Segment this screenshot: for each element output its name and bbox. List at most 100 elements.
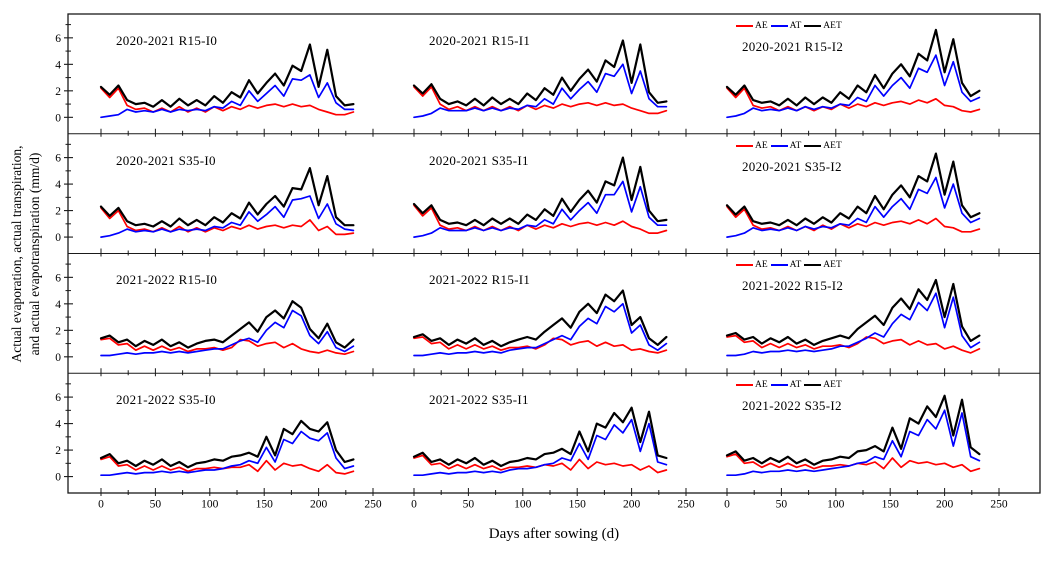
aet-line <box>412 156 668 227</box>
ae-line <box>413 204 668 234</box>
y-axis-title-line1: Actual evaporation, actual transpiration… <box>9 145 24 363</box>
legend-item-aet: AET <box>804 260 842 270</box>
svg-text:250: 250 <box>364 499 382 511</box>
legend-item-at: AT <box>770 141 802 151</box>
svg-text:200: 200 <box>623 499 641 511</box>
aet-line <box>99 300 355 349</box>
aet-line-swatch <box>804 24 822 28</box>
aet-line-swatch <box>804 144 822 148</box>
legend-label-aet: AET <box>823 141 842 151</box>
aet-line <box>725 152 981 227</box>
legend-label-aet: AET <box>823 21 842 31</box>
svg-text:0: 0 <box>98 499 104 511</box>
ae-line <box>726 87 981 113</box>
legend-label-at: AT <box>789 141 802 151</box>
legend-label-aet: AET <box>823 260 842 270</box>
at-line <box>100 74 355 119</box>
legend-item-at: AT <box>770 21 801 31</box>
svg-text:250: 250 <box>677 499 695 511</box>
legend-label-ae: AE <box>755 141 768 151</box>
svg-text:200: 200 <box>310 499 328 511</box>
at-line-swatch <box>770 263 788 267</box>
legend-item-ae: AE <box>736 260 768 270</box>
panel-label: 2021-2022 S35-I1 <box>429 392 529 407</box>
svg-text:6: 6 <box>55 272 61 284</box>
svg-text:150: 150 <box>569 499 587 511</box>
panel-label: 2020-2021 R15-I0 <box>116 33 218 48</box>
ae-line <box>726 205 981 233</box>
at-line-swatch <box>770 24 788 28</box>
svg-text:2: 2 <box>55 325 61 337</box>
ae-line-swatch <box>736 24 753 28</box>
svg-text:250: 250 <box>990 499 1008 511</box>
panel-r0-c2-series <box>725 28 981 119</box>
svg-text:0: 0 <box>55 112 61 124</box>
panel-r0-c1-series <box>412 39 668 119</box>
aet-line-swatch <box>804 263 822 267</box>
legend-label-ae: AE <box>755 380 768 390</box>
panel-label: 2021-2022 S35-I2 <box>742 398 842 413</box>
at-line <box>726 292 981 357</box>
svg-text:0: 0 <box>411 499 417 511</box>
legend: AE AT AET <box>736 21 842 31</box>
panel-r2-c0-series <box>99 300 355 357</box>
aet-line <box>99 43 355 108</box>
svg-text:2: 2 <box>55 445 61 457</box>
aet-line <box>412 406 668 468</box>
aet-line <box>412 289 668 348</box>
legend-label-ae: AE <box>755 21 768 31</box>
panel-r3-c1-series <box>412 406 668 477</box>
row-separators <box>68 133 1040 374</box>
legend: AE AT AET <box>736 260 842 270</box>
panel-label: 2020-2021 R15-I1 <box>429 33 531 48</box>
svg-text:50: 50 <box>150 499 162 511</box>
x-axis-title: Days after sowing (d) <box>488 526 620 542</box>
ae-line <box>413 86 668 115</box>
panel-label: 2020-2021 S35-I2 <box>742 159 842 174</box>
svg-text:100: 100 <box>514 499 532 511</box>
at-line <box>413 180 668 238</box>
svg-text:4: 4 <box>55 299 61 311</box>
svg-text:150: 150 <box>256 499 274 511</box>
panel-label: 2021-2022 R15-I1 <box>429 272 531 287</box>
ae-line <box>100 87 355 116</box>
panel-label: 2020-2021 S35-I0 <box>116 153 216 168</box>
aet-line <box>725 394 981 466</box>
at-line <box>413 63 668 119</box>
panel-r0-c0-series <box>99 43 355 119</box>
legend-item-aet: AET <box>804 141 842 151</box>
ae-line-swatch <box>736 263 753 267</box>
aet-line <box>725 28 981 107</box>
legend-item-aet: AET <box>804 380 842 390</box>
svg-text:4: 4 <box>55 59 61 71</box>
ae-line-swatch <box>736 144 753 148</box>
ae-line <box>726 334 981 354</box>
aet-line <box>99 167 355 228</box>
ae-line <box>100 207 355 236</box>
svg-text:0: 0 <box>55 352 61 364</box>
aet-line-swatch <box>804 383 822 387</box>
panel-r2-c1-series <box>412 289 668 357</box>
ae-line-swatch <box>736 383 753 387</box>
svg-text:6: 6 <box>55 392 61 404</box>
svg-text:100: 100 <box>827 499 845 511</box>
panel-r3-c0-series <box>99 419 355 477</box>
ae-line <box>100 337 355 356</box>
aet-line <box>412 39 668 107</box>
x-axis-ticks: 0 50 100 150 200 250 0 50 100 150 200 250 0 50 100 150 2… <box>98 128 1008 511</box>
aet-line <box>99 419 355 469</box>
at-line <box>100 195 355 238</box>
panel-label: 2021-2022 S35-I0 <box>116 392 216 407</box>
svg-text:4: 4 <box>55 419 61 431</box>
svg-text:0: 0 <box>55 472 61 484</box>
at-line <box>100 309 355 357</box>
svg-text:4: 4 <box>55 179 61 191</box>
legend-label-ae: AE <box>755 260 768 270</box>
svg-text:6: 6 <box>55 153 61 165</box>
legend-item-aet: AET <box>804 21 842 31</box>
svg-text:100: 100 <box>201 499 219 511</box>
panel-label: 2020-2021 R15-I2 <box>742 39 844 54</box>
panel-r1-c1-series <box>412 156 668 238</box>
